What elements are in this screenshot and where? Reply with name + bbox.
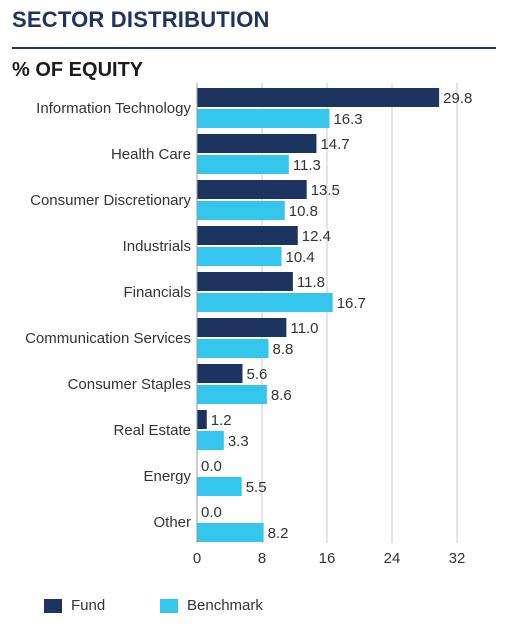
title-divider — [12, 47, 496, 49]
benchmark-value-label: 3.3 — [228, 433, 249, 450]
fund-value-label: 11.8 — [297, 274, 325, 291]
fund-bar — [197, 410, 207, 429]
benchmark-value-label: 8.2 — [268, 525, 289, 542]
x-tick-label: 32 — [449, 550, 466, 567]
category-label: Energy — [143, 468, 191, 485]
x-tick-label: 8 — [258, 550, 266, 567]
benchmark-value-label: 16.3 — [333, 111, 362, 128]
benchmark-bar — [197, 523, 264, 542]
fund-value-label: 1.2 — [211, 412, 232, 429]
benchmark-bar — [197, 339, 269, 358]
fund-value-label: 12.4 — [302, 228, 331, 245]
benchmark-value-label: 8.6 — [271, 387, 292, 404]
fund-value-label: 14.7 — [320, 136, 349, 153]
fund-bar — [197, 364, 243, 383]
x-tick-label: 16 — [319, 550, 336, 567]
benchmark-bar — [197, 293, 333, 312]
x-tick-label: 24 — [384, 550, 401, 567]
fund-value-label: 29.8 — [443, 90, 472, 107]
fund-value-label: 11.0 — [290, 320, 318, 337]
benchmark-value-label: 11.3 — [293, 157, 321, 174]
benchmark-value-label: 10.8 — [289, 203, 318, 220]
category-label: Other — [153, 514, 191, 531]
fund-bar — [197, 88, 440, 107]
fund-value-label: 0.0 — [201, 504, 222, 521]
category-label: Information Technology — [36, 100, 191, 117]
fund-bar — [197, 134, 317, 153]
category-label: Health Care — [111, 146, 191, 163]
benchmark-bar — [197, 431, 224, 450]
fund-value-label: 13.5 — [311, 182, 340, 199]
legend-benchmark-swatch — [160, 598, 178, 613]
fund-bar — [197, 226, 298, 245]
fund-bar — [197, 180, 307, 199]
benchmark-value-label: 10.4 — [286, 249, 315, 266]
category-label: Consumer Staples — [68, 376, 191, 393]
benchmark-value-label: 8.8 — [273, 341, 294, 358]
benchmark-bar — [197, 109, 330, 128]
x-tick-label: 0 — [193, 550, 201, 567]
benchmark-bar — [197, 247, 282, 266]
legend-benchmark: Benchmark — [160, 597, 263, 614]
category-label: Financials — [123, 284, 191, 301]
category-label: Communication Services — [25, 330, 191, 347]
benchmark-bar — [197, 155, 289, 174]
fund-value-label: 0.0 — [201, 458, 222, 475]
legend-fund-swatch — [44, 598, 62, 613]
benchmark-bar — [197, 201, 285, 220]
chart-title: SECTOR DISTRIBUTION — [12, 7, 270, 32]
benchmark-value-label: 16.7 — [337, 295, 366, 312]
legend-fund: Fund — [44, 597, 105, 614]
sector-bar-chart: 0 8 16 24 32 Information Technology 29.8 16.3 He… — [25, 83, 472, 567]
legend-fund-label: Fund — [71, 597, 106, 614]
benchmark-value-label: 5.5 — [246, 479, 267, 496]
category-label: Industrials — [123, 238, 191, 255]
benchmark-bar — [197, 385, 267, 404]
fund-bar — [197, 318, 287, 337]
legend-benchmark-label: Benchmark — [187, 597, 263, 614]
category-label: Consumer Discretionary — [30, 192, 191, 209]
chart-subtitle: % OF EQUITY — [12, 59, 144, 81]
benchmark-bar — [197, 477, 242, 496]
category-label: Real Estate — [113, 422, 191, 439]
fund-bar — [197, 272, 293, 291]
fund-value-label: 5.6 — [247, 366, 268, 383]
